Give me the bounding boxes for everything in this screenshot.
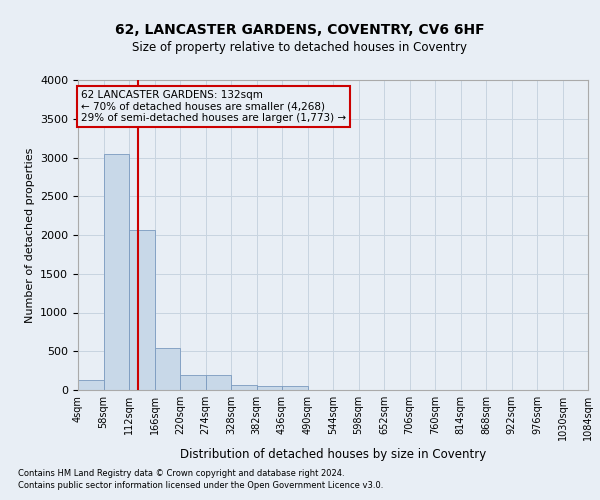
Bar bbox=[129, 230, 155, 390]
Bar bbox=[104, 154, 129, 390]
Y-axis label: Number of detached properties: Number of detached properties bbox=[25, 148, 35, 322]
Bar bbox=[282, 386, 308, 390]
Bar bbox=[155, 348, 180, 390]
Bar bbox=[206, 375, 231, 390]
Text: 62 LANCASTER GARDENS: 132sqm
← 70% of detached houses are smaller (4,268)
29% of: 62 LANCASTER GARDENS: 132sqm ← 70% of de… bbox=[81, 90, 346, 124]
X-axis label: Distribution of detached houses by size in Coventry: Distribution of detached houses by size … bbox=[180, 448, 486, 462]
Bar bbox=[78, 380, 104, 390]
Bar bbox=[257, 386, 282, 390]
Text: Size of property relative to detached houses in Coventry: Size of property relative to detached ho… bbox=[133, 41, 467, 54]
Text: Contains HM Land Registry data © Crown copyright and database right 2024.: Contains HM Land Registry data © Crown c… bbox=[18, 469, 344, 478]
Bar bbox=[231, 384, 257, 390]
Bar bbox=[180, 375, 205, 390]
Text: 62, LANCASTER GARDENS, COVENTRY, CV6 6HF: 62, LANCASTER GARDENS, COVENTRY, CV6 6HF bbox=[115, 22, 485, 36]
Text: Contains public sector information licensed under the Open Government Licence v3: Contains public sector information licen… bbox=[18, 480, 383, 490]
